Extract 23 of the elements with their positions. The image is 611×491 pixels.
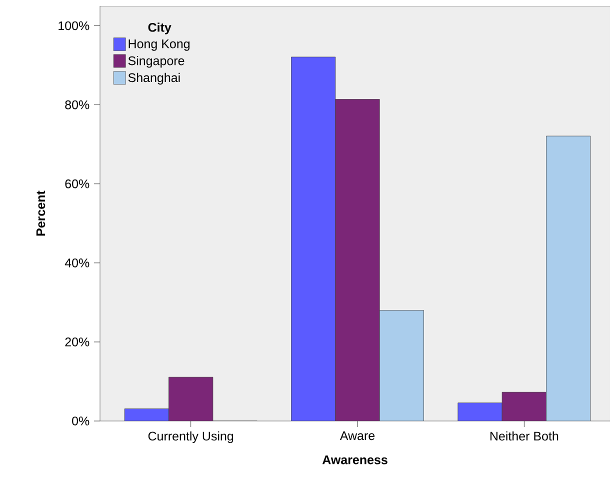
y-tick-label: 60% <box>65 179 90 188</box>
y-tick-label: 20% <box>65 338 90 346</box>
bar <box>291 56 336 421</box>
y-tick-label: 100% <box>58 21 90 30</box>
x-tick-label: Neither Both <box>490 431 558 441</box>
y-tick-label: 40% <box>64 258 90 268</box>
bar <box>379 310 424 421</box>
bar <box>502 392 546 421</box>
legend-label: Hong Kong <box>128 40 190 51</box>
y-axis-title: Percent <box>36 190 46 236</box>
bar <box>335 99 380 421</box>
x-tick-label: Currently Using <box>148 431 234 444</box>
x-axis-title: Awareness <box>322 456 388 464</box>
legend-title: City <box>148 22 172 34</box>
bar <box>124 408 169 421</box>
bar <box>546 136 591 421</box>
bar <box>458 402 502 421</box>
x-tick-label: Aware <box>340 431 375 440</box>
y-tick-label: 0% <box>72 416 90 426</box>
bar <box>168 376 214 421</box>
legend-label: Singapore <box>128 56 184 68</box>
legend-label: Shanghai <box>128 72 180 85</box>
y-tick-label: 80% <box>65 100 90 110</box>
